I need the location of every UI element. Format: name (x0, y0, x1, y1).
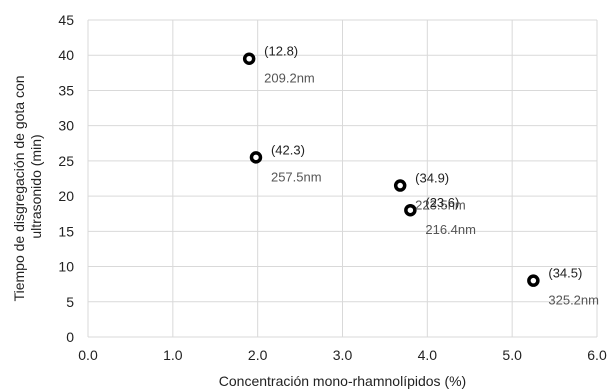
y-tick-label: 10 (58, 259, 74, 275)
y-tick-label: 30 (58, 118, 74, 134)
point-size-label: 257.5nm (271, 169, 322, 184)
point-size-label: 216.4nm (425, 222, 476, 237)
x-tick-label: 3.0 (333, 347, 353, 363)
x-axis-title: Concentración mono-rhamnolípidos (%) (219, 373, 466, 389)
data-points (242, 52, 540, 287)
x-tick-label: 4.0 (418, 347, 438, 363)
y-tick-label: 25 (58, 153, 74, 169)
x-tick-label: 6.0 (587, 347, 607, 363)
point-label: (34.5) (548, 266, 582, 281)
y-tick-label: 35 (58, 82, 74, 98)
y-axis-title-line-1: Tiempo de disgregación de gota con (11, 75, 27, 301)
tick-labels: 0 5 10 15 20 25 30 35 40 45 0.0 1.0 2.0 3.0 4.0 5.0 6.0 (58, 12, 607, 363)
x-tick-label: 5.0 (502, 347, 522, 363)
y-axis-title-line-2: ultrasonido (min) (28, 134, 44, 238)
x-tick-label: 1.0 (163, 347, 183, 363)
y-tick-label: 45 (58, 12, 74, 28)
point-size-label: 223.5nm (415, 198, 466, 213)
y-tick-label: 15 (58, 223, 74, 239)
y-tick-label: 20 (58, 188, 74, 204)
point-label: (42.3) (271, 142, 305, 157)
y-tick-label: 5 (66, 294, 74, 310)
data-point (393, 179, 407, 192)
y-tick-label: 0 (66, 329, 74, 345)
data-point (249, 151, 263, 164)
x-tick-label: 2.0 (248, 347, 268, 363)
point-label: (34.9) (415, 171, 449, 186)
point-label: (12.8) (264, 44, 298, 59)
x-tick-label: 0.0 (78, 347, 98, 363)
point-label: (23.6) (425, 195, 459, 210)
y-tick-label: 40 (58, 47, 74, 63)
data-point (242, 52, 256, 65)
data-point (527, 274, 540, 287)
point-size-label: 325.2nm (548, 293, 599, 308)
data-point (404, 203, 417, 217)
y-axis-title: Tiempo de disgregación de gota con ultra… (11, 72, 44, 302)
point-size-label: 209.2nm (264, 71, 315, 86)
grid-layer (87, 19, 598, 338)
point-annotations: (12.8)209.2nm(42.3)257.5nm (34.9)223.5nm(… (264, 44, 599, 308)
